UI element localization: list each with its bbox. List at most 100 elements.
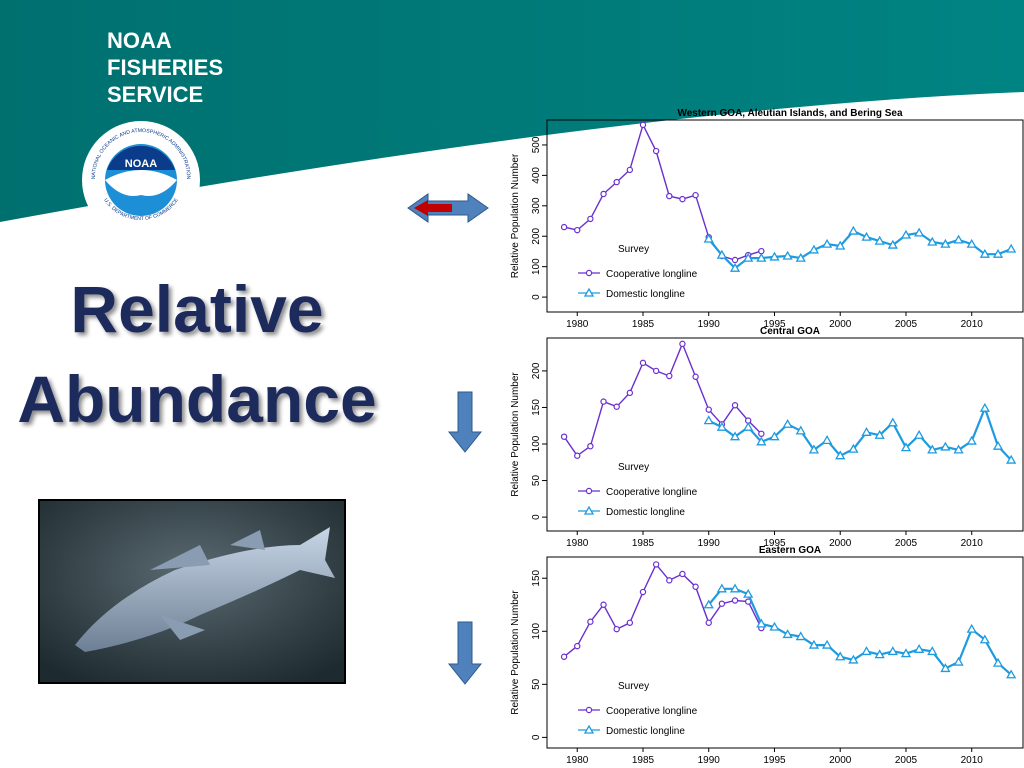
- triangle-marker: [782, 418, 793, 428]
- triangle-marker: [887, 417, 898, 427]
- circle-marker: [666, 577, 673, 584]
- circle-marker: [626, 166, 634, 174]
- circle-marker: [652, 561, 660, 568]
- y-tick-label: 100: [531, 622, 542, 639]
- circle-marker: [639, 588, 647, 596]
- down-arrow: [447, 391, 483, 453]
- triangle-marker: [769, 251, 780, 261]
- heading: Relative Abundance: [17, 272, 376, 436]
- triangle-marker: [1006, 243, 1017, 253]
- triangle-marker: [940, 663, 951, 673]
- circle-marker: [718, 600, 726, 607]
- circle-marker: [587, 618, 594, 625]
- heading-line: Abundance: [17, 362, 376, 436]
- circle-marker: [679, 195, 686, 203]
- triangle-marker: [821, 238, 833, 248]
- triangle-marker: [782, 250, 793, 260]
- circle-marker: [600, 601, 607, 608]
- triangle-marker: [900, 648, 912, 658]
- x-tick-label: 2005: [895, 538, 918, 549]
- circle-marker: [705, 406, 712, 413]
- y-tick-label: 150: [531, 569, 542, 586]
- emblem-gull: [105, 170, 177, 196]
- triangle-marker: [861, 426, 872, 436]
- circle-marker: [560, 223, 568, 231]
- triangle-marker: [1006, 454, 1017, 464]
- circle-marker: [585, 706, 593, 714]
- triangle-marker: [703, 599, 714, 609]
- legend-label: Domestic longline: [606, 726, 685, 737]
- triangle-marker: [782, 629, 793, 639]
- triangle-marker: [927, 444, 938, 454]
- triangle-marker: [874, 649, 885, 659]
- series-line: [563, 341, 762, 457]
- triangle-marker: [887, 646, 898, 656]
- chart-title: Eastern GOA: [759, 545, 821, 556]
- circle-marker: [626, 389, 634, 397]
- x-tick-label: 2010: [961, 538, 984, 549]
- x-tick-label: 2005: [895, 319, 918, 330]
- circle-marker: [758, 430, 765, 437]
- triangle-marker: [756, 618, 767, 628]
- circle-marker: [705, 619, 712, 626]
- triangle-marker: [992, 440, 1004, 450]
- circle-marker: [731, 402, 739, 409]
- triangle-marker: [795, 631, 806, 641]
- series-line: [708, 405, 1012, 461]
- circle-marker: [587, 442, 594, 450]
- x-tick-label: 1995: [763, 538, 786, 549]
- circle-marker: [666, 192, 673, 200]
- triangle-marker: [900, 442, 912, 452]
- x-tick-label: 1995: [763, 755, 786, 766]
- circle-marker: [652, 367, 660, 375]
- x-tick-label: 1985: [632, 538, 655, 549]
- circle-marker: [692, 583, 699, 590]
- series-line: [707, 229, 1012, 270]
- circle-marker: [652, 147, 660, 155]
- circle-marker: [613, 178, 620, 186]
- logo-text: NOAA FISHERIES SERVICE: [107, 28, 223, 107]
- triangle-marker: [953, 656, 964, 666]
- y-tick-label: 300: [531, 197, 542, 214]
- x-tick-label: 2000: [829, 755, 852, 766]
- y-tick-label: 200: [531, 227, 542, 244]
- plot-frame: [546, 337, 1024, 532]
- legend-title: Survey: [618, 681, 649, 692]
- logo-line: NOAA: [107, 28, 172, 53]
- circle-marker: [626, 619, 634, 626]
- logo-line: SERVICE: [107, 82, 203, 107]
- circle-marker: [560, 433, 568, 440]
- x-tick-label: 1985: [632, 755, 655, 766]
- chart-title: Central GOA: [760, 326, 820, 337]
- x-tick-label: 2005: [895, 755, 918, 766]
- circle-marker: [613, 625, 620, 633]
- series-line: [563, 122, 762, 261]
- x-tick-label: 1980: [566, 319, 589, 330]
- triangle-marker: [756, 252, 767, 262]
- y-axis-label: Relative Population Number: [510, 372, 521, 497]
- triangle-marker: [874, 235, 885, 245]
- x-tick-label: 1995: [763, 319, 786, 330]
- y-tick-label: 200: [531, 362, 542, 379]
- emblem-label: NOAA: [125, 158, 157, 170]
- chart-title: Western GOA, Aleutian Islands, and Berin…: [677, 108, 902, 119]
- triangle-marker: [821, 435, 833, 444]
- triangle-marker: [861, 231, 872, 241]
- x-tick-label: 1990: [698, 319, 721, 330]
- triangle-marker: [716, 249, 728, 259]
- triangle-marker: [887, 239, 898, 249]
- y-tick-label: 0: [531, 514, 542, 520]
- triangle-marker: [729, 431, 741, 441]
- heading-line: Relative: [70, 272, 323, 346]
- triangle-marker: [769, 621, 780, 631]
- y-tick-label: 100: [531, 435, 542, 452]
- triangle-marker: [953, 234, 964, 244]
- triangle-marker: [914, 227, 925, 237]
- triangle-marker: [583, 505, 595, 515]
- x-tick-label: 1990: [698, 755, 721, 766]
- circle-marker: [574, 226, 581, 234]
- charts: Western GOA, Aleutian Islands, and Berin…: [510, 108, 1024, 766]
- triangle-marker: [716, 583, 728, 593]
- triangle-marker: [966, 623, 977, 633]
- triangle-marker: [808, 244, 820, 254]
